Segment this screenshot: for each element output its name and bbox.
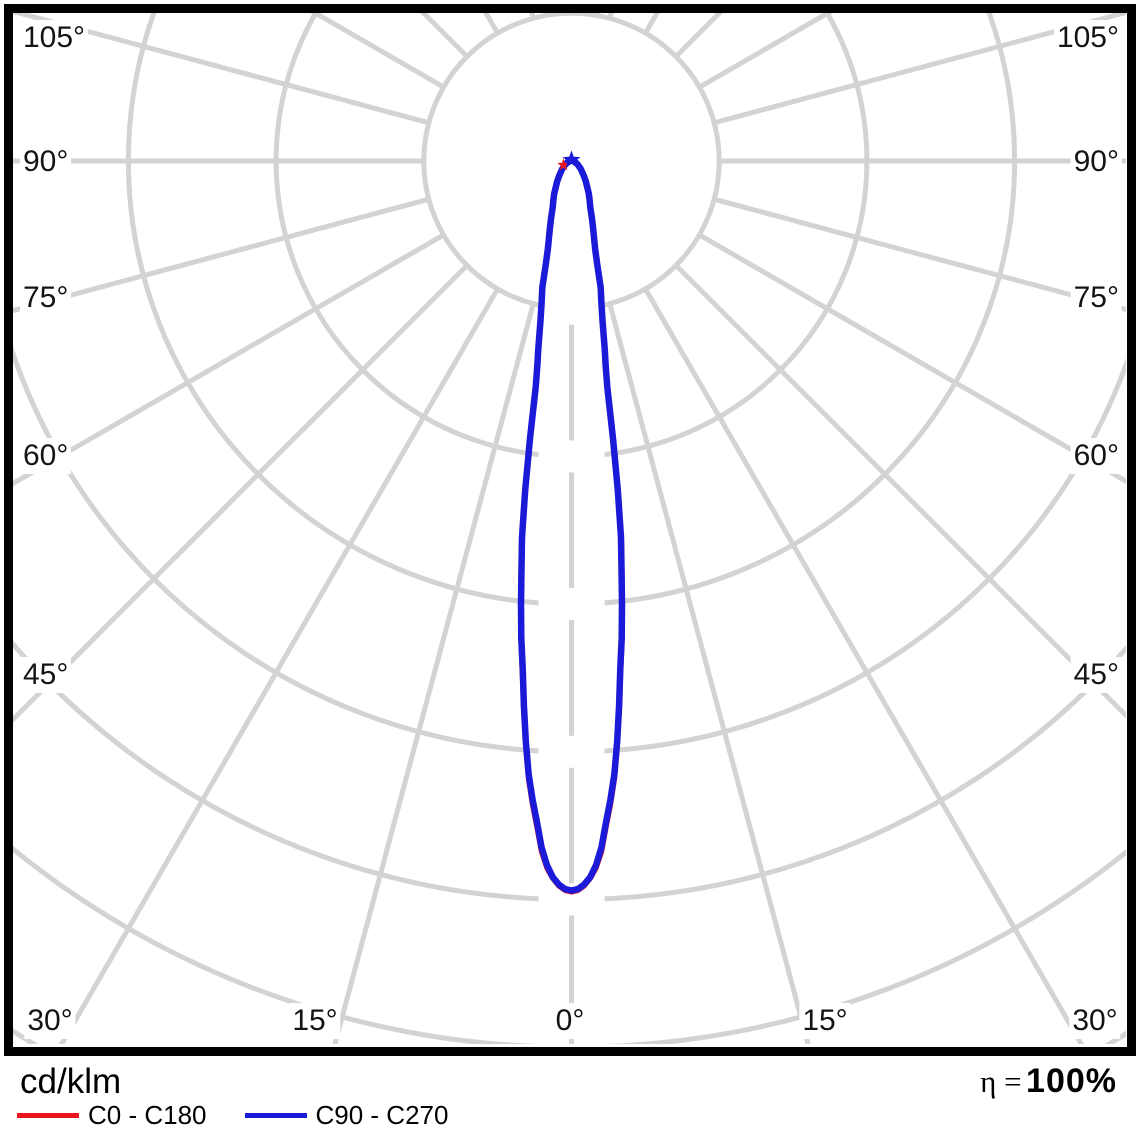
eta-symbol: η = (980, 1064, 1022, 1099)
curve-c90-c270 (517, 157, 626, 894)
legend-label-c0-c180: C0 - C180 (88, 1100, 207, 1130)
chart-border (4, 4, 1136, 1056)
legend-swatch-c90-c270 (244, 1113, 307, 1118)
legend-label-c90-c270: C90 - C270 (315, 1100, 449, 1130)
peak-star-marker (562, 150, 581, 168)
units-label: cd/klm (20, 1062, 122, 1101)
legend: C0 - C180 C90 - C270 (17, 1100, 448, 1131)
efficiency-readout: η = 100% (980, 1062, 1117, 1101)
legend-swatch-c0-c180 (17, 1113, 79, 1118)
eta-value: 100% (1026, 1062, 1117, 1100)
peak-star-marker-red (557, 158, 570, 171)
